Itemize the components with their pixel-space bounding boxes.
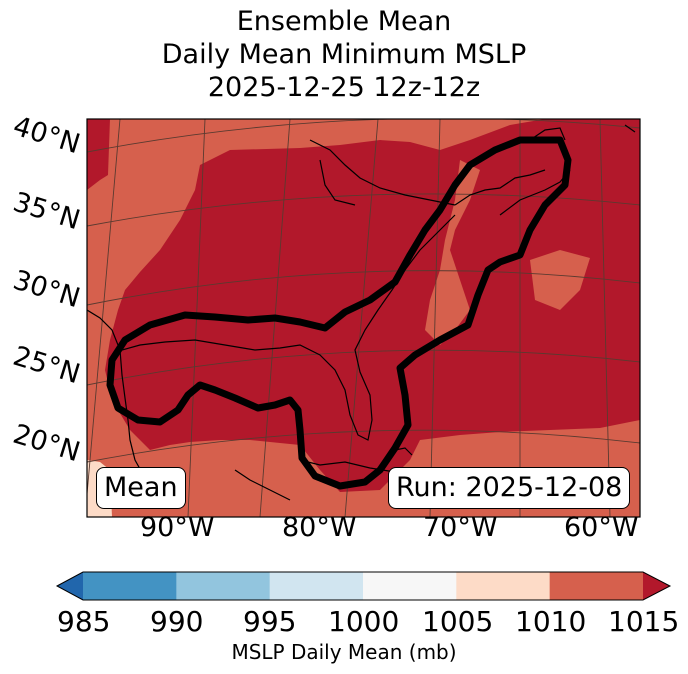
colorbar-tick-995: 995: [243, 605, 297, 638]
colorbar-segment: [363, 572, 457, 600]
colorbar: [55, 571, 672, 601]
colorbar-segment: [549, 572, 644, 600]
colorbar-extend-high: [643, 572, 670, 600]
colorbar-extend-low: [57, 572, 83, 600]
coastlines: [87, 124, 636, 501]
title-line-3: 2025-12-25 12z-12z: [207, 72, 481, 103]
pressure-fill-1010-strip: [425, 160, 590, 345]
colorbar-tick-1015: 1015: [608, 605, 680, 638]
title-line-2: Daily Mean Minimum MSLP: [161, 39, 527, 70]
colorbar-label: MSLP Daily Mean (mb): [231, 640, 457, 664]
lon-label-90w: 90°W: [140, 512, 215, 543]
colorbar-tick-985: 985: [57, 605, 111, 638]
colorbar-segment: [269, 572, 364, 600]
mean-label-box: Mean: [96, 467, 186, 509]
colorbar-segment: [456, 572, 551, 600]
pressure-contour-1015: [106, 136, 572, 490]
lon-label-60w: 60°W: [564, 512, 639, 543]
run-date-box: Run: 2025-12-08: [388, 467, 631, 509]
colorbar-tick-1000: 1000: [328, 605, 400, 638]
map-border: [86, 118, 641, 518]
lon-label-70w: 70°W: [423, 512, 498, 543]
colorbar-segment: [83, 572, 177, 600]
title-line-1: Ensemble Mean: [236, 6, 452, 37]
colorbar-tick-990: 990: [150, 605, 204, 638]
lon-label-80w: 80°W: [282, 512, 357, 543]
colorbar-tick-1010: 1010: [515, 605, 587, 638]
colorbar-tick-1005: 1005: [422, 605, 494, 638]
colorbar-segment: [176, 572, 271, 600]
